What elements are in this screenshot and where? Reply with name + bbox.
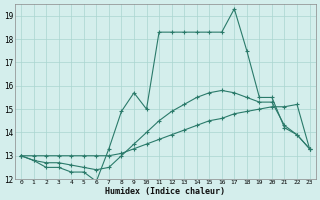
X-axis label: Humidex (Indice chaleur): Humidex (Indice chaleur) <box>105 187 225 196</box>
